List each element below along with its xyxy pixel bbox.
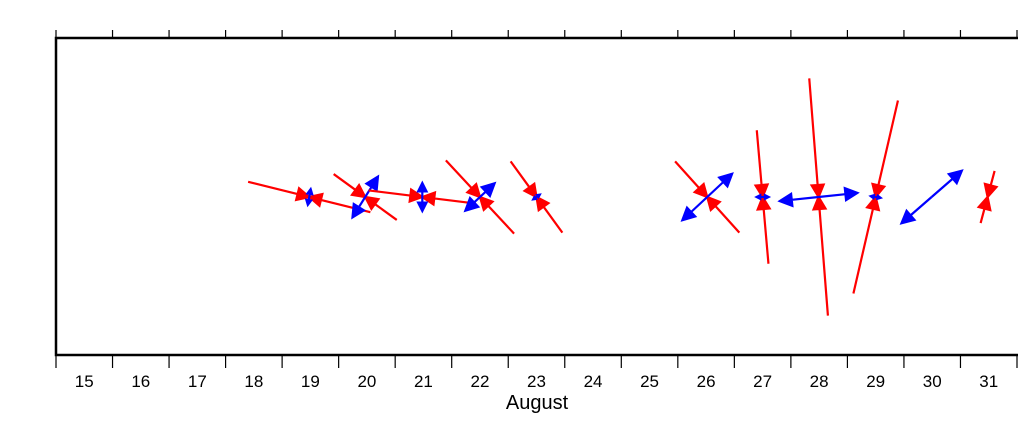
- extension-arrow: [531, 194, 538, 201]
- extension-arrow: [868, 193, 876, 201]
- extension-arrow: [899, 196, 933, 225]
- extension-arrow: [479, 181, 497, 198]
- x-tick-label: 20: [357, 372, 376, 391]
- extension-arrow: [304, 196, 314, 208]
- compression-arrow: [445, 159, 482, 199]
- x-tick-label: 19: [301, 372, 320, 391]
- x-tick-label: 16: [131, 372, 150, 391]
- x-tick-label: 27: [753, 372, 772, 391]
- x-tick-label: 26: [697, 372, 716, 391]
- extension-arrow: [930, 169, 964, 198]
- x-tick-label: 17: [188, 372, 207, 391]
- extension-arrow: [762, 193, 772, 201]
- compression-arrow: [478, 195, 515, 235]
- x-tick-label: 31: [979, 372, 998, 391]
- extension-arrow: [875, 193, 884, 201]
- plot-frame: [54, 36, 1018, 357]
- extension-arrow: [416, 180, 429, 197]
- compression-arrow: [852, 194, 881, 294]
- x-tick-label: 15: [75, 372, 94, 391]
- extension-arrow: [364, 174, 380, 198]
- compression-arrow: [808, 78, 826, 200]
- x-tick-label: 25: [640, 372, 659, 391]
- extension-arrow: [416, 197, 429, 214]
- compression-arrow: [871, 100, 900, 200]
- compression-arrow: [976, 194, 992, 224]
- x-tick-label: 24: [584, 372, 603, 391]
- x-tick-label: 21: [414, 372, 433, 391]
- x-axis-label: August: [506, 392, 569, 414]
- compression-arrow: [811, 194, 830, 316]
- compression-arrow: [368, 187, 425, 204]
- extension-arrow: [777, 191, 819, 208]
- compression-arrow: [983, 170, 999, 200]
- compression-arrow: [363, 195, 398, 221]
- extension-arrow: [305, 186, 314, 198]
- extension-arrow: [463, 196, 481, 213]
- extension-arrow: [818, 186, 860, 203]
- extension-arrow: [535, 193, 542, 200]
- extension-arrow: [754, 193, 763, 201]
- x-tick-label: 29: [866, 372, 885, 391]
- compression-arrow: [705, 195, 741, 234]
- compression-arrow: [509, 160, 538, 199]
- x-tick-label: 30: [923, 372, 942, 391]
- x-tick-label: 22: [471, 372, 490, 391]
- x-tick-label: 23: [527, 372, 546, 391]
- extension-arrow: [680, 196, 708, 222]
- compression-arrow: [753, 130, 770, 200]
- compression-arrow: [756, 194, 772, 264]
- compression-arrow: [247, 180, 312, 202]
- compression-arrow: [333, 173, 368, 199]
- compression-arrow: [535, 195, 564, 234]
- extension-arrow: [706, 172, 734, 198]
- x-tick-label: 28: [810, 372, 829, 391]
- x-tick-label: 18: [244, 372, 263, 391]
- compression-arrow: [674, 160, 709, 199]
- extension-arrow: [351, 196, 367, 220]
